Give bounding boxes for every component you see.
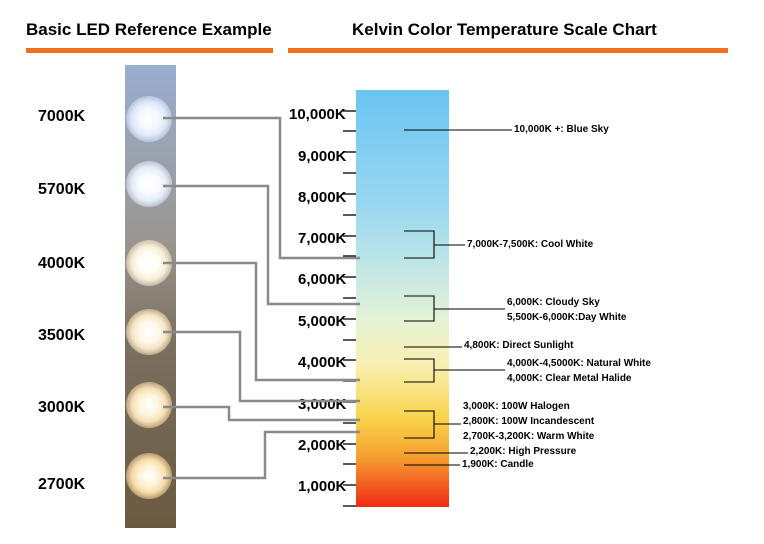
tick-label: 5,000K [298, 313, 347, 330]
tick-label: 10,000K [289, 106, 346, 123]
led-label-5700k: 5700K [38, 181, 86, 198]
led-3000k-light [126, 382, 172, 428]
left-title-underline [26, 48, 273, 53]
led-strip-photo [125, 65, 176, 528]
annotation-warm-white: 2,700K-3,200K: Warm White [463, 431, 595, 442]
annotation-brackets [404, 129, 512, 466]
annotation-direct-sunlight: 4,800K: Direct Sunlight [464, 340, 574, 351]
right-title-underline [288, 48, 728, 53]
led-label-2700k: 2700K [38, 476, 86, 493]
annotation-blue-sky: 10,000K +: Blue Sky [514, 124, 609, 135]
tick-label: 2,000K [298, 437, 347, 454]
tick-label: 4,000K [298, 354, 347, 371]
annotation-cool-white: 7,000K-7,500K: Cool White [467, 239, 594, 250]
annotation-natural-white: 4,000K-4,5000K: Natural White [507, 358, 651, 369]
tick-label: 8,000K [298, 189, 347, 206]
annotation-day-white: 5,500K-6,000K:Day White [507, 312, 627, 323]
tick-label: 1,000K [298, 478, 347, 495]
led-5700k-light [126, 161, 172, 207]
tick-label: 9,000K [298, 148, 347, 165]
annotation-cloudy-sky: 6,000K: Cloudy Sky [507, 297, 600, 308]
led-label-3500k: 3500K [38, 327, 86, 344]
led-2700k-light [126, 453, 172, 499]
annotation-clear-metal-halide: 4,000K: Clear Metal Halide [507, 373, 632, 384]
annotation-halogen: 3,000K: 100W Halogen [463, 401, 570, 412]
led-label-3000k: 3000K [38, 399, 86, 416]
led-label-4000k: 4000K [38, 255, 86, 272]
annotation-high-pressure: 2,200K: High Pressure [470, 446, 577, 457]
tick-label: 7,000K [298, 230, 347, 247]
annotation-candle: 1,900K: Candle [462, 459, 534, 470]
led-label-7000k: 7000K [38, 108, 86, 125]
tick-marks [343, 110, 356, 507]
annotation-incandescent: 2,800K: 100W Incandescent [463, 416, 595, 427]
tick-label: 6,000K [298, 271, 347, 288]
led-connectors [163, 116, 360, 480]
kelvin-chart-title: Kelvin Color Temperature Scale Chart [352, 20, 657, 39]
led-reference-title: Basic LED Reference Example [26, 20, 272, 39]
